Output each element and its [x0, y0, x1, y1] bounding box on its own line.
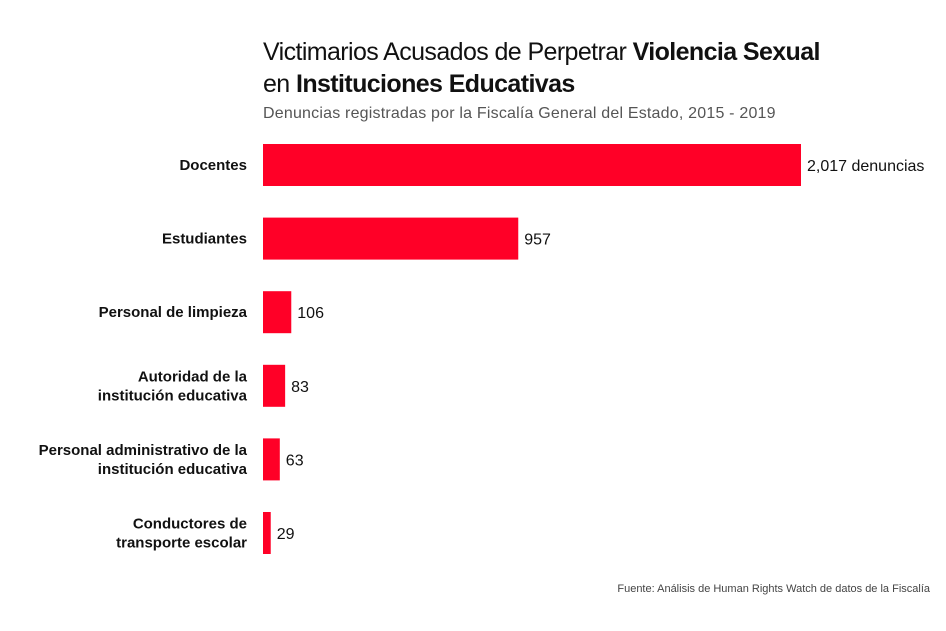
category-label: Personal administrativo de la institución… [39, 442, 248, 478]
category-label: Personal de limpieza [99, 304, 248, 321]
data-label: 106 [297, 305, 324, 322]
category-label: Conductores de transporte escolar [116, 516, 247, 552]
bar [263, 364, 286, 407]
category-label-line: Autoridad de la [138, 368, 248, 385]
data-label: 957 [524, 232, 551, 249]
category-label: Docentes [179, 157, 247, 174]
category-label-line: transporte escolar [116, 535, 247, 552]
source-note: Fuente: Análisis de Human Rights Watch d… [617, 583, 930, 595]
data-label: 63 [286, 452, 304, 469]
title-bold-part: Instituciones Educativas [295, 70, 575, 98]
category-label: Autoridad de la institución educativa [98, 368, 248, 404]
category-label-line: Personal de limpieza [99, 304, 248, 321]
category-label-line: Estudiantes [162, 231, 247, 248]
bar [263, 512, 271, 554]
data-label: 2,017 denuncias [807, 158, 924, 175]
data-label: 83 [291, 379, 309, 396]
category-label-line: institución educativa [98, 461, 248, 478]
bar [263, 291, 292, 334]
bar [263, 438, 280, 481]
bar [263, 217, 519, 260]
chart-subtitle: Denuncias registradas por la Fiscalía Ge… [263, 105, 776, 122]
category-label-line: Personal administrativo de la [39, 442, 248, 459]
title-bold-part: Violencia Sexual [632, 38, 821, 66]
title-part: Victimarios Acusados de Perpetrar [263, 38, 633, 66]
chart-title: Victimarios Acusados de Perpetrar Violen… [263, 36, 820, 100]
data-label: 29 [277, 526, 295, 543]
category-label-line: Docentes [179, 157, 247, 174]
category-label-line: institución educativa [98, 387, 248, 404]
category-label: Estudiantes [162, 231, 247, 248]
bar [263, 144, 801, 186]
category-label-line: Conductores de [133, 516, 247, 533]
title-part: en [263, 70, 296, 98]
